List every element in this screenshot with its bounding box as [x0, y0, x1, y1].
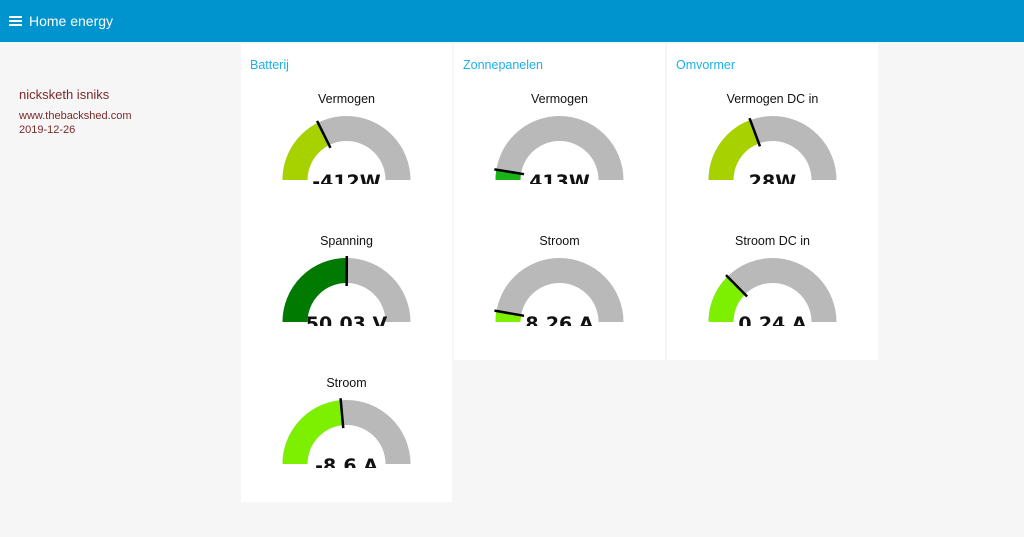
gauge-fill [495, 310, 522, 323]
gauge-needle [494, 309, 525, 318]
gauge-needle [339, 398, 345, 429]
gauge-omvormer-vermogen-dc-in: Vermogen DC in 28W-50008000 [667, 44, 878, 184]
gauge-fill [708, 120, 760, 181]
gauge-needle [725, 274, 749, 298]
gauge-needle [748, 117, 762, 147]
gauge-dial: 8.26 A0150 [494, 258, 624, 326]
user-name: nicksketh isniks [19, 87, 110, 102]
site-url: www.thebackshed.com [19, 110, 132, 122]
sidebar-info: nicksketh isniks www.thebackshed.com 201… [19, 87, 132, 137]
gauge-track [495, 116, 624, 181]
gauge-dial: -8.6 A-150150 [282, 398, 411, 468]
gauge-value: -8.6 A [315, 455, 378, 468]
gauge-fill [282, 400, 344, 465]
gauge-fill [282, 122, 330, 181]
gauge-zonnepanelen-vermogen: Vermogen 413W08000 [454, 44, 665, 184]
gauge-fill [708, 276, 746, 323]
gauge-dial: 413W08000 [494, 116, 624, 184]
gauge-value: 413W [529, 171, 590, 184]
gauge-value: 50.03 V [306, 313, 388, 326]
group-card-zonnepanelen: Zonnepanelen Vermogen 413W08000 Stroom 8… [454, 44, 665, 360]
gauge-needle [315, 120, 332, 149]
gauge-batterij-spanning: Spanning 50.03 V4060 [241, 186, 452, 326]
gauge-needle [494, 168, 525, 176]
gauge-track [495, 258, 624, 323]
gauge-label: Vermogen DC in [726, 92, 819, 106]
group-title: Batterij [250, 58, 289, 72]
gauge-dial: 0.24 A-50150 [708, 258, 837, 326]
gauge-dial: 50.03 V4060 [282, 255, 411, 326]
group-card-batterij: Batterij Vermogen -412W-50008000 Spannin… [241, 44, 452, 502]
hamburger-menu-icon[interactable] [9, 15, 22, 27]
top-bar: Home energy [0, 0, 1024, 42]
group-title: Zonnepanelen [463, 58, 543, 72]
gauge-omvormer-stroom-dc-in: Stroom DC in 0.24 A-50150 [667, 186, 878, 326]
group-card-omvormer: Omvormer Vermogen DC in 28W-50008000 Str… [667, 44, 878, 360]
gauge-zonnepanelen-stroom: Stroom 8.26 A0150 [454, 186, 665, 326]
gauge-label: Spanning [320, 234, 373, 248]
gauge-label: Stroom [539, 234, 580, 248]
group-title: Omvormer [676, 58, 736, 72]
gauge-dial: 28W-50008000 [708, 116, 837, 184]
gauge-value: 0.24 A [738, 313, 806, 326]
gauge-fill [282, 258, 348, 323]
gauge-batterij-vermogen: Vermogen -412W-50008000 [241, 44, 452, 184]
gauge-batterij-stroom: Stroom -8.6 A-150150 [241, 328, 452, 468]
gauge-dial: -412W-50008000 [282, 116, 411, 184]
gauge-value: -412W [312, 171, 381, 184]
gauge-value: 8.26 A [525, 313, 593, 326]
gauge-value: 28W [749, 171, 796, 184]
date-text: 2019-12-26 [19, 124, 76, 136]
gauge-label: Stroom [326, 376, 367, 390]
gauge-label: Vermogen [531, 92, 588, 106]
app-title: Home energy [29, 13, 114, 29]
gauge-label: Vermogen [318, 92, 375, 106]
gauge-label: Stroom DC in [734, 234, 811, 248]
